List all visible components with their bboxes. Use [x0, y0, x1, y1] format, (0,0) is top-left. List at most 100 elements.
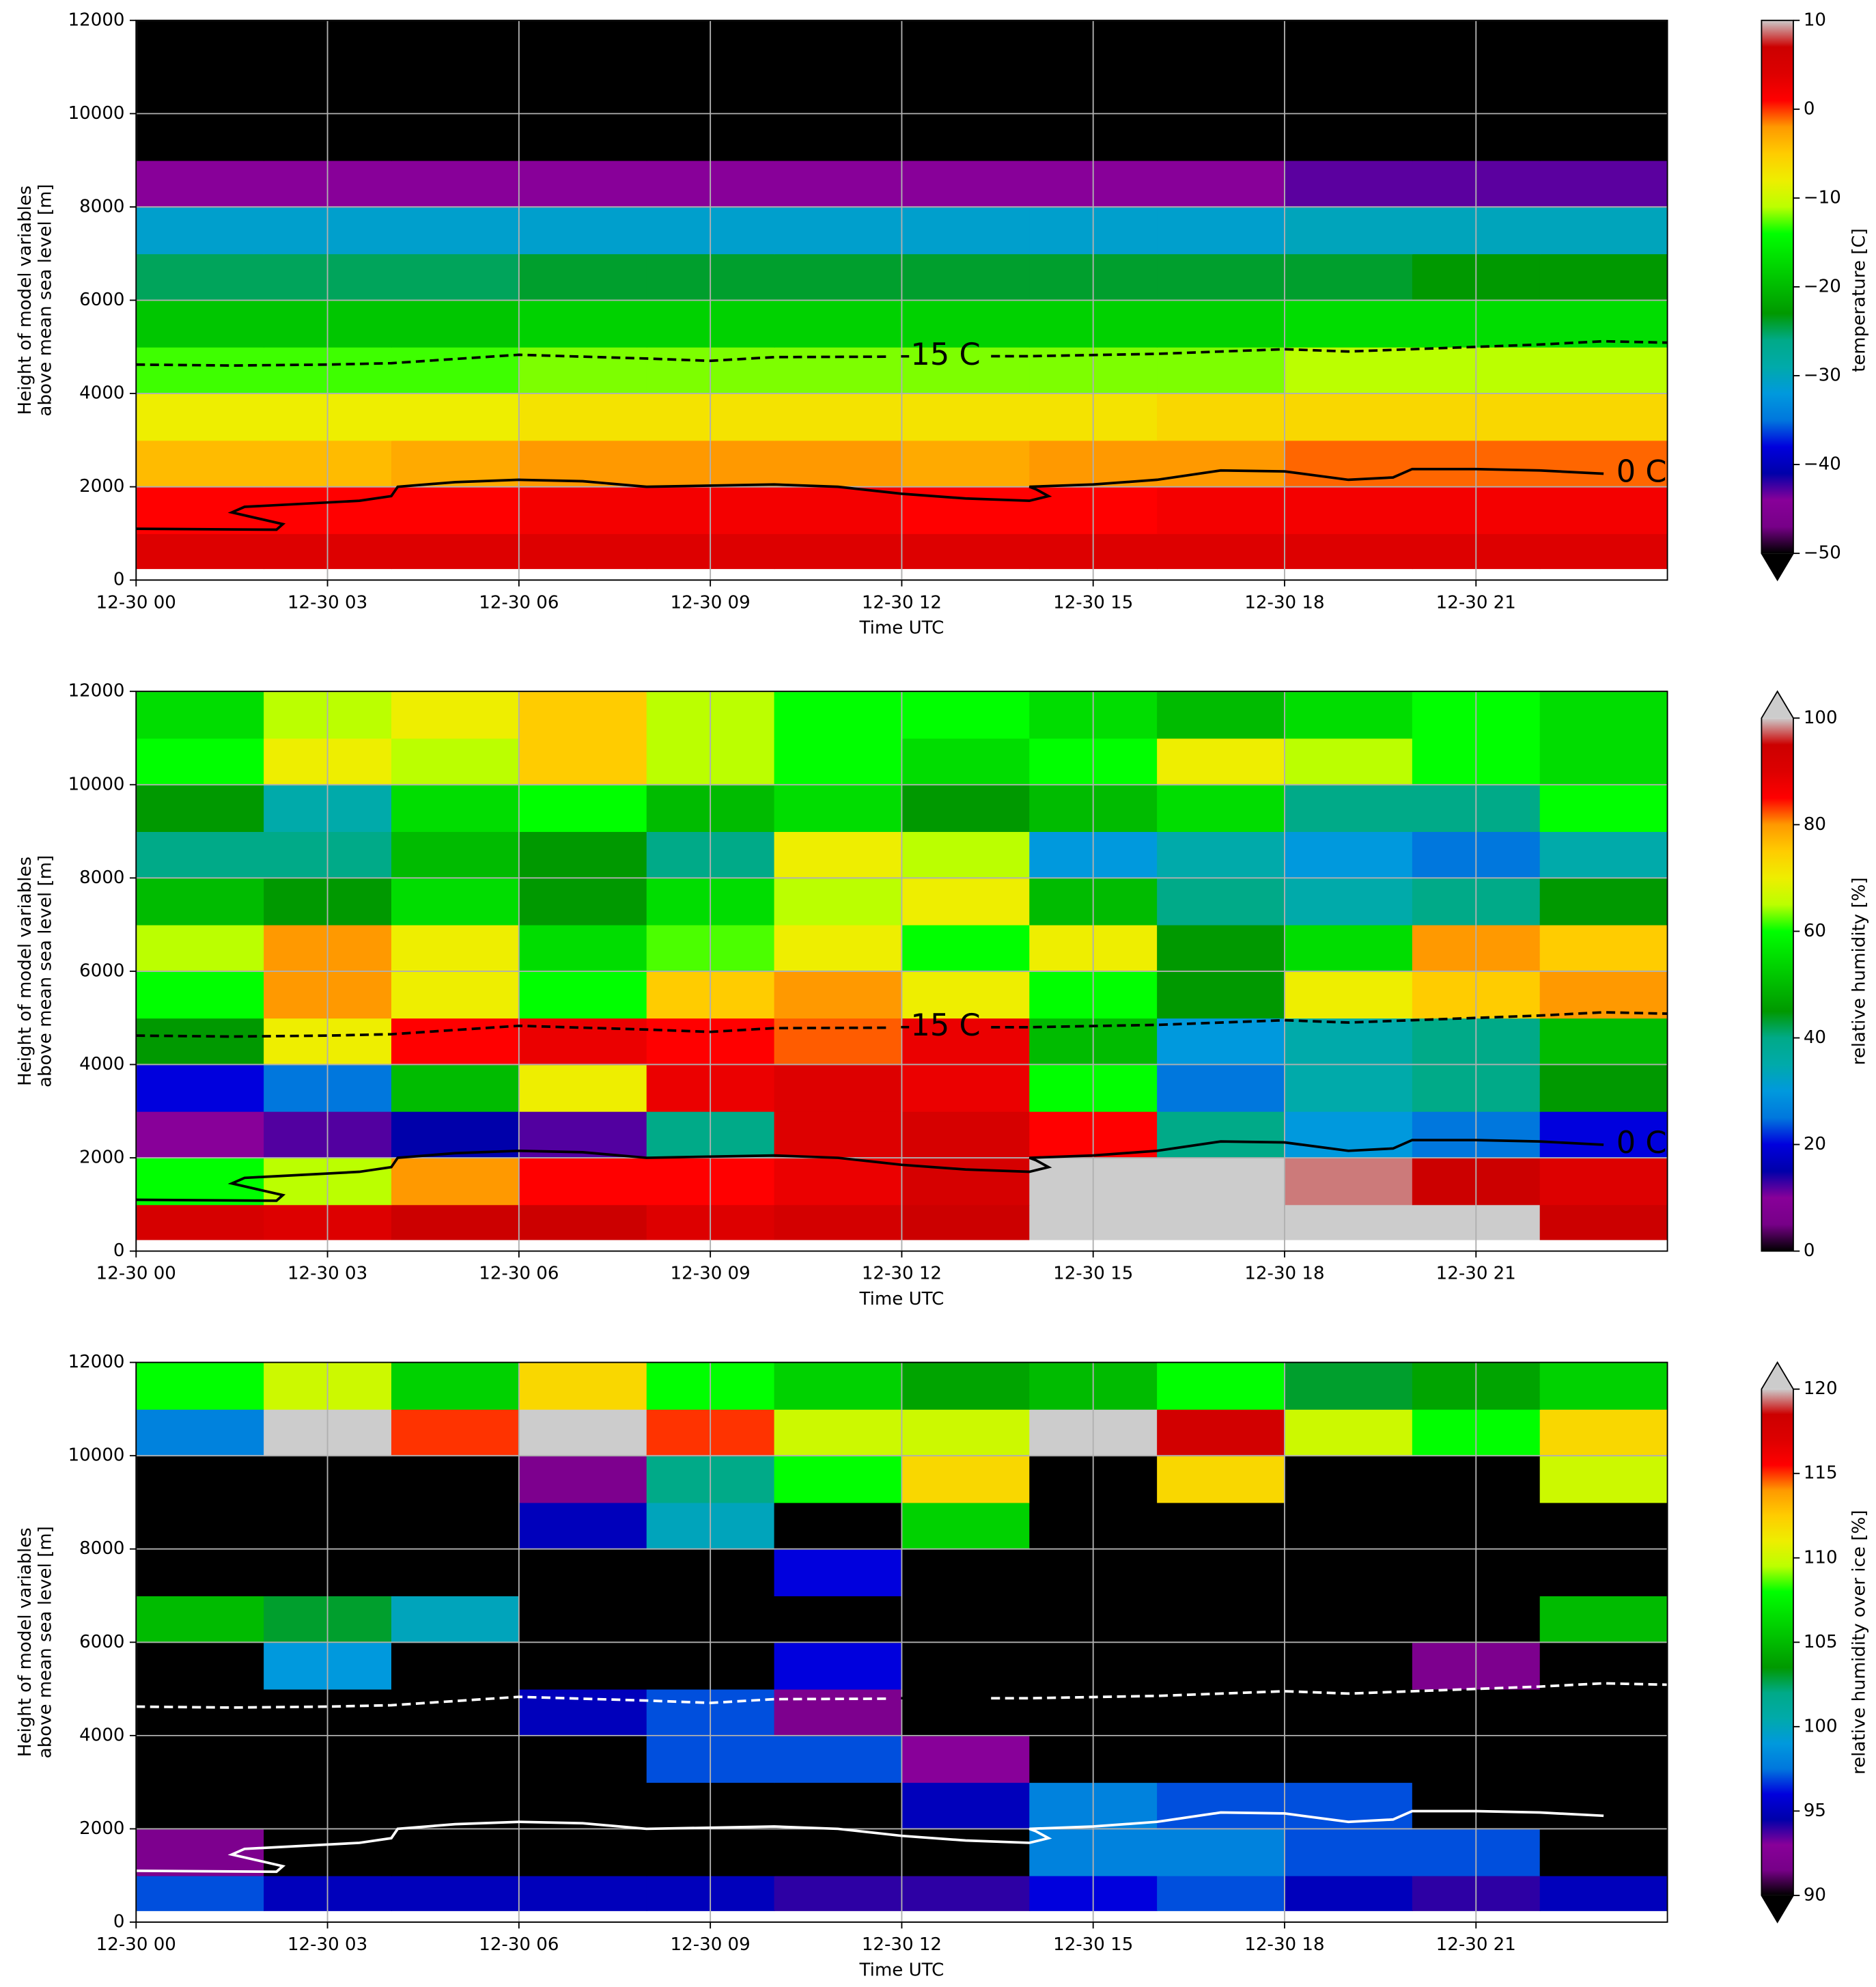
heatmap-cell: [901, 1018, 1031, 1066]
heatmap-cell: [1539, 971, 1668, 1019]
heatmap-cell: [1284, 346, 1413, 395]
heatmap-cell: [901, 253, 1031, 301]
heatmap-cell: [136, 1456, 265, 1503]
heatmap-cell: [1157, 300, 1285, 348]
heatmap-cell: [391, 67, 520, 115]
colorbar-tick-label: 0: [1804, 98, 1815, 119]
heatmap-cell: [1157, 20, 1285, 68]
heatmap-cell: [391, 1456, 520, 1503]
heatmap-cell: [1284, 784, 1413, 832]
heatmap-cell: [1539, 1018, 1668, 1066]
heatmap-cell: [1539, 160, 1668, 208]
heatmap-cell: [1539, 924, 1668, 972]
colorbar-tick-label: 105: [1804, 1632, 1838, 1652]
heatmap-cell: [518, 924, 647, 972]
heatmap-cell: [774, 160, 903, 208]
heatmap-cell: [136, 924, 265, 972]
x-tick-label: 12-30 18: [1244, 592, 1324, 613]
y-axis-label: Height of model variables: [15, 857, 36, 1086]
heatmap-cell: [1539, 346, 1668, 395]
heatmap-cell: [518, 20, 647, 68]
y-tick-label: 4000: [79, 383, 124, 404]
heatmap-cell: [1539, 486, 1668, 534]
x-tick-label: 12-30 15: [1053, 1934, 1133, 1955]
heatmap-cell: [136, 160, 265, 208]
heatmap-cell: [136, 1111, 265, 1158]
heatmap-cell: [136, 20, 265, 68]
heatmap-cell: [391, 924, 520, 972]
heatmap-cell: [1157, 1204, 1285, 1240]
heatmap-cell: [1539, 20, 1668, 68]
heatmap-cell: [1539, 300, 1668, 348]
heatmap-cell: [1157, 533, 1285, 570]
y-tick-label: 4000: [79, 1725, 124, 1745]
heatmap-cell: [1284, 206, 1413, 255]
heatmap-cell: [774, 1362, 903, 1410]
heatmap-cell: [136, 113, 265, 161]
heatmap-cell: [901, 1689, 1031, 1736]
heatmap-cell: [391, 393, 520, 441]
heatmap-cell: [518, 1018, 647, 1066]
heatmap-cell: [518, 1362, 647, 1410]
heatmap-cell: [774, 691, 903, 739]
heatmap-cell: [774, 1735, 903, 1783]
heatmap-cell: [391, 738, 520, 786]
heatmap-cell: [774, 1548, 903, 1596]
y-tick-label: 8000: [79, 1538, 124, 1559]
heatmap-cell: [391, 1689, 520, 1736]
heatmap-cell: [391, 160, 520, 208]
heatmap-cell: [1284, 691, 1413, 739]
heatmap-cell: [774, 1018, 903, 1066]
heatmap-cell: [1157, 924, 1285, 972]
heatmap-cell: [774, 738, 903, 786]
x-tick-label: 12-30 00: [96, 1264, 176, 1284]
x-tick-label: 12-30 06: [479, 1934, 559, 1955]
heatmap-cell: [1157, 1735, 1285, 1783]
heatmap-cell: [1284, 253, 1413, 301]
heatmap-cell: [518, 1735, 647, 1783]
colorbar-tick-label: 115: [1804, 1463, 1838, 1484]
heatmap-cell: [391, 1204, 520, 1240]
heatmap-cell: [391, 1829, 520, 1876]
colorbar: [1761, 1389, 1793, 1895]
heatmap-cell: [136, 1875, 265, 1911]
heatmap-cell: [1539, 253, 1668, 301]
colorbar-tick-label: 40: [1804, 1027, 1826, 1048]
heatmap-cell: [136, 1548, 265, 1596]
heatmap-cell: [1539, 1064, 1668, 1112]
heatmap-cell: [518, 1158, 647, 1206]
heatmap-cell: [774, 440, 903, 488]
heatmap-cell: [1539, 1408, 1668, 1457]
heatmap-cell: [1284, 1408, 1413, 1457]
heatmap-cell: [774, 1642, 903, 1690]
heatmap-cell: [391, 20, 520, 68]
heatmap-cell: [136, 1362, 265, 1410]
heatmap-cell: [136, 1408, 265, 1457]
heatmap-cell: [901, 440, 1031, 488]
heatmap-cell: [391, 113, 520, 161]
heatmap-cell: [774, 1158, 903, 1206]
y-tick-label: 8000: [79, 196, 124, 217]
heatmap-cell: [1539, 533, 1668, 570]
heatmap-cell: [774, 253, 903, 301]
heatmap-cell: [901, 1548, 1031, 1596]
y-tick-label: 12000: [68, 10, 125, 30]
heatmap-cell: [136, 971, 265, 1019]
heatmap-cell: [1284, 1829, 1413, 1876]
y-tick-label: 12000: [68, 1352, 125, 1372]
contour-label: -15 C: [899, 1008, 980, 1043]
heatmap-cell: [901, 300, 1031, 348]
colorbar-tick-label: 110: [1804, 1547, 1838, 1568]
heatmap-cell: [1539, 1596, 1668, 1643]
heatmap-cell: [774, 1782, 903, 1830]
heatmap-cell: [901, 486, 1031, 534]
heatmap-cell: [1284, 533, 1413, 570]
heatmap-cell: [774, 113, 903, 161]
x-axis-label: Time UTC: [859, 1960, 944, 1980]
heatmap-cell: [901, 67, 1031, 115]
heatmap-cell: [391, 533, 520, 570]
heatmap-cell: [391, 253, 520, 301]
heatmap-cell: [901, 784, 1031, 832]
heatmap-cell: [518, 691, 647, 739]
